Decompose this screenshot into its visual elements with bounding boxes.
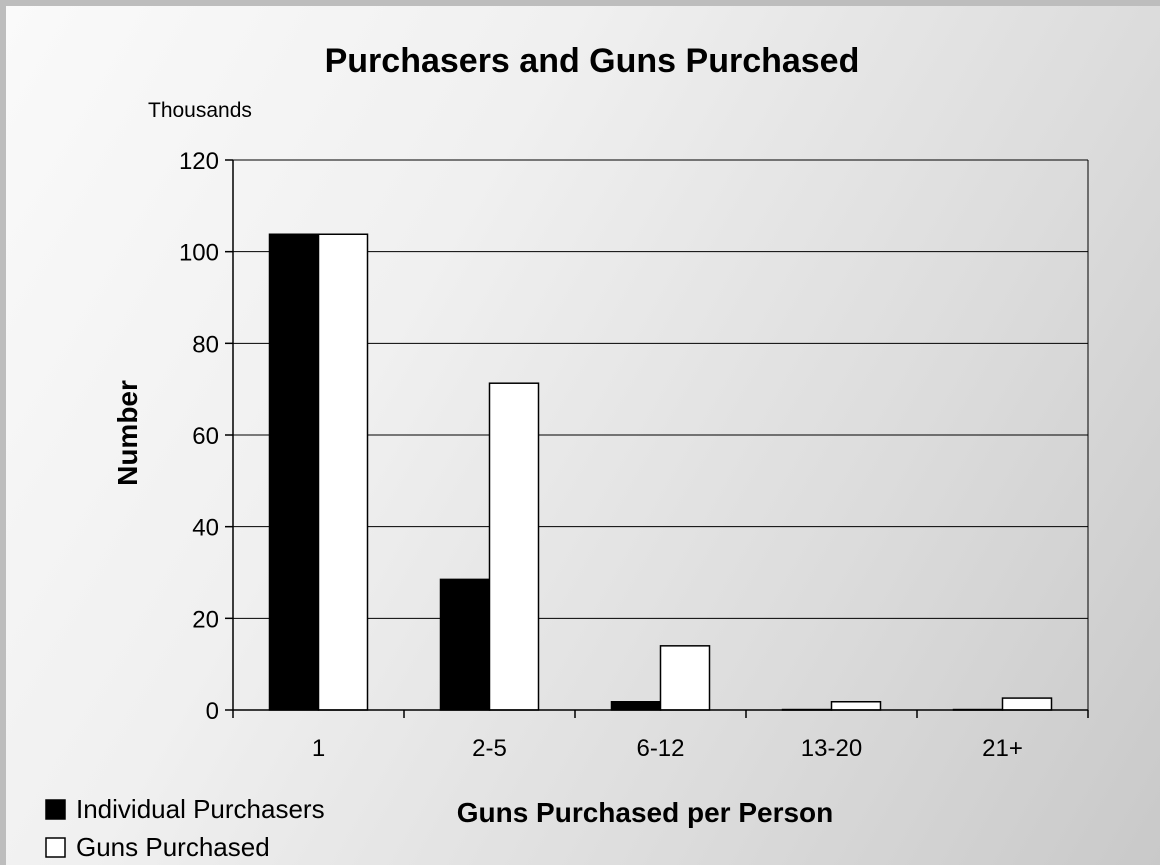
legend-swatch-individual-purchasers <box>45 799 66 820</box>
x-tick-label-2: 6-12 <box>636 735 684 762</box>
legend-label-individual-purchasers: Individual Purchasers <box>76 794 325 824</box>
bar-guns-purchased-2 <box>659 645 711 711</box>
y-tick-label-2: 40 <box>192 515 219 542</box>
bar-guns-purchased-0 <box>317 233 369 711</box>
bar-guns-purchased-1 <box>488 382 540 711</box>
x-tick-label-0: 1 <box>312 735 325 762</box>
bar-individual-purchasers-1 <box>439 578 491 711</box>
y-axis-title: Number <box>112 380 143 486</box>
bar-guns-purchased-4 <box>1001 697 1053 711</box>
frame-left-edge <box>0 0 6 865</box>
bar-individual-purchasers-0 <box>268 233 320 711</box>
bar-individual-purchasers-2 <box>610 701 662 711</box>
y-tick-label-0: 0 <box>206 698 219 725</box>
chart-title: Purchasers and Guns Purchased <box>325 42 860 80</box>
x-axis-title: Guns Purchased per Person <box>457 797 834 828</box>
y-tick-label-1: 20 <box>192 606 219 633</box>
x-tick-label-4: 21+ <box>982 735 1023 762</box>
unit-label: Thousands <box>148 99 252 122</box>
plot-area: 0 20 40 60 80 100 120 1 2-5 6-12 13-20 21+ <box>179 148 1089 762</box>
bar-guns-purchased-3 <box>830 701 882 711</box>
legend-swatch-guns-purchased <box>45 837 66 858</box>
frame-top-edge <box>0 0 1160 6</box>
legend: Individual Purchasers Guns Purchased <box>45 794 325 862</box>
x-tick-label-1: 2-5 <box>472 735 507 762</box>
legend-label-guns-purchased: Guns Purchased <box>76 832 270 862</box>
y-tick-label-5: 100 <box>179 240 219 267</box>
y-tick-label-3: 60 <box>192 423 219 450</box>
y-tick-label-6: 120 <box>179 148 219 175</box>
y-tick-label-4: 80 <box>192 331 219 358</box>
x-tick-label-3: 13-20 <box>801 735 862 762</box>
